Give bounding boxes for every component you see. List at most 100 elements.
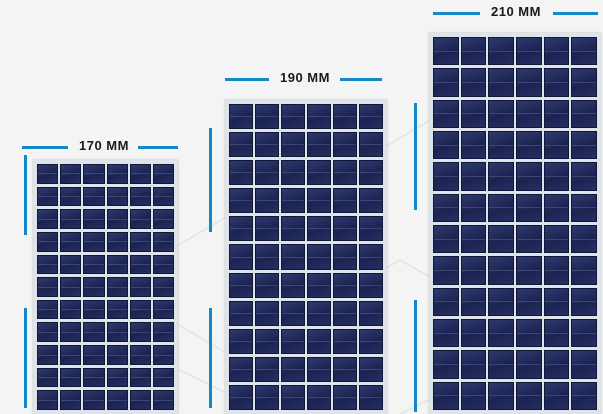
width-dimension-line-left [225,78,269,81]
solar-cell [106,254,128,275]
solar-cell [488,37,515,66]
solar-cell [460,318,487,348]
solar-cell [516,99,542,128]
solar-cell [255,384,279,411]
solar-cell [255,216,279,242]
solar-cell [83,164,105,184]
solar-cell [543,318,570,348]
solar-cell [460,99,487,128]
solar-cell [60,367,82,388]
solar-cell [152,299,175,320]
solar-cell [83,209,105,229]
panel-cell-row [433,224,598,254]
solar-cell [359,300,383,326]
solar-cell [229,104,253,130]
panel-cell-row [433,130,598,160]
width-label-170: 170 MM [79,138,129,153]
solar-cell [37,254,59,275]
solar-cell [229,384,253,411]
solar-cell [460,350,487,379]
solar-cell [543,130,570,160]
solar-cell [333,328,357,354]
solar-cell [83,367,105,388]
solar-cell [106,186,128,207]
height-dimension-line-bottom [414,300,417,412]
solar-cell [460,37,487,66]
height-dimension-line-bottom [24,308,27,408]
solar-cell [255,272,279,298]
panel-cell-row [37,186,175,207]
width-dimension-line-right [138,146,178,149]
solar-cell [37,367,59,388]
solar-cell [433,193,459,222]
solar-cell [359,160,383,186]
solar-cell [152,390,175,411]
solar-cell [516,318,542,348]
solar-cell [488,130,515,160]
solar-cell [333,188,357,214]
solar-cell [488,381,515,410]
solar-cell [433,381,459,410]
solar-panel-190 [225,100,387,414]
solar-cell [37,390,59,411]
panel-cell-grid [433,37,598,410]
solar-cell [433,287,459,316]
solar-cell [307,328,331,354]
solar-cell [488,350,515,379]
panel-cell-row [37,390,175,411]
solar-cell [229,300,253,326]
solar-cell [152,254,175,275]
solar-cell [433,224,459,254]
solar-cell [60,186,82,207]
solar-cell [543,350,570,379]
solar-cell [333,104,357,130]
solar-cell [460,287,487,316]
solar-cell [106,299,128,320]
solar-cell [460,193,487,222]
solar-cell [543,381,570,410]
panel-cell-row [37,164,175,184]
solar-cell [307,160,331,186]
solar-cell [229,132,253,158]
solar-cell [307,104,331,130]
solar-cell [307,384,331,411]
solar-cell [60,299,82,320]
solar-cell [83,299,105,320]
height-dimension-line-bottom [209,308,212,408]
solar-cell [359,272,383,298]
solar-cell [460,256,487,285]
solar-cell [488,193,515,222]
solar-cell [307,356,331,382]
panel-cell-row [229,132,383,158]
solar-cell [571,37,598,66]
solar-cell [281,160,305,186]
width-label-210: 210 MM [491,4,541,19]
solar-cell [543,287,570,316]
solar-cell [571,193,598,222]
solar-cell [83,186,105,207]
solar-cell [129,231,151,252]
solar-cell [333,384,357,411]
solar-cell [152,345,175,365]
solar-cell [255,244,279,270]
solar-cell [37,209,59,229]
solar-cell [281,244,305,270]
panel-cell-row [37,277,175,297]
solar-cell [152,322,175,343]
solar-cell [516,68,542,97]
solar-cell [37,345,59,365]
solar-cell [433,37,459,66]
solar-cell [106,164,128,184]
solar-cell [359,188,383,214]
panel-cell-row [37,209,175,229]
solar-cell [543,99,570,128]
solar-cell [129,299,151,320]
solar-cell [255,132,279,158]
solar-cell [229,160,253,186]
solar-cell [543,193,570,222]
solar-cell [129,254,151,275]
solar-cell [359,216,383,242]
panel-cell-row [433,256,598,285]
panel-cell-row [229,188,383,214]
solar-cell [60,164,82,184]
